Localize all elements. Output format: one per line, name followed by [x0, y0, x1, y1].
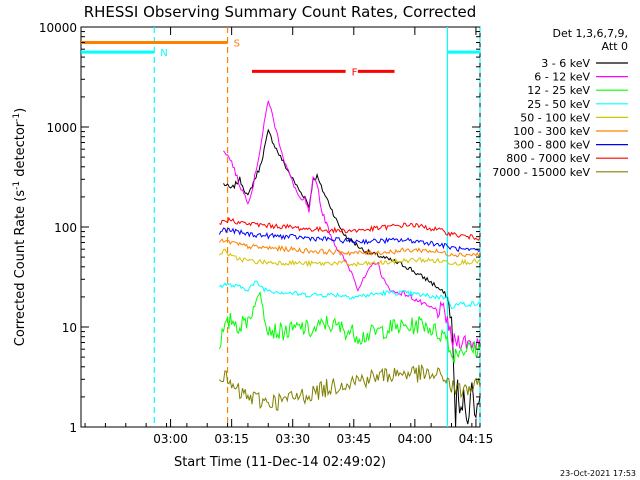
series-line	[219, 363, 481, 411]
legend-entry-label: 7000 - 15000 keV	[492, 166, 590, 179]
footer-timestamp: 23-Oct-2021 17:53	[560, 469, 636, 478]
legend-entry-label: 25 - 50 keV	[527, 98, 590, 111]
series-line	[219, 248, 481, 268]
y-axis-label-main: Corrected Count Rate (s	[13, 190, 28, 347]
legend-entry-label: 12 - 25 keV	[527, 84, 590, 97]
series-group	[218, 100, 481, 428]
series-line	[219, 216, 481, 241]
legend-entry-label: 800 - 7000 keV	[506, 152, 590, 165]
legend-entry-label: 50 - 100 keV	[520, 111, 590, 124]
y-tick-label: 1	[69, 421, 77, 435]
y-tick-label: 100	[54, 221, 77, 235]
x-tick-label: 03:45	[336, 432, 371, 446]
x-tick-label: 03:30	[275, 432, 310, 446]
x-tick-label: 03:15	[214, 432, 249, 446]
flag-bar-label: F	[352, 67, 358, 78]
plot-area	[80, 26, 481, 428]
legend-title: Det 1,3,6,7,9,	[552, 27, 628, 40]
y-axis-label-sup2: -1	[12, 113, 22, 122]
legend-entry-label: 6 - 12 keV	[534, 71, 590, 84]
x-axis: 03:00 03:15 03:30 03:45 04:00 04:15	[84, 27, 494, 446]
y-axis-label: Corrected Count Rate (s-1 detector-1)	[12, 108, 28, 346]
x-tick-label: 03:00	[153, 432, 188, 446]
legend-entry-label: 3 - 6 keV	[541, 57, 590, 70]
flag-bar-label: S	[234, 38, 240, 49]
legend-subtitle: Att 0	[602, 40, 628, 53]
y-axis-label-sup1: -1	[12, 181, 22, 190]
series-line	[218, 227, 481, 253]
y-tick-label: 10	[62, 321, 77, 335]
series-line	[219, 280, 481, 310]
state-flag-bars: S N F	[81, 38, 480, 78]
series-line	[218, 290, 481, 364]
y-tick-label: 1000	[46, 121, 77, 135]
y-axis-label-end: )	[13, 108, 28, 113]
series-line	[219, 238, 481, 258]
y-axis-label-mid: detector	[13, 121, 28, 181]
x-tick-label: 04:15	[459, 432, 494, 446]
legend-entry-label: 300 - 800 keV	[513, 139, 590, 152]
y-tick-label: 10000	[39, 21, 77, 35]
chart-title: RHESSI Observing Summary Count Rates, Co…	[84, 3, 477, 21]
y-axis: 1 10 100 1000 10000	[39, 21, 480, 435]
x-tick-label: 04:00	[398, 432, 433, 446]
x-axis-label: Start Time (11-Dec-14 02:49:02)	[174, 455, 386, 470]
legend-entry-label: 100 - 300 keV	[513, 125, 590, 138]
plot-frame	[80, 26, 481, 428]
series-line	[223, 100, 481, 349]
series-line	[223, 128, 481, 428]
flag-bar-label: N	[160, 48, 167, 59]
